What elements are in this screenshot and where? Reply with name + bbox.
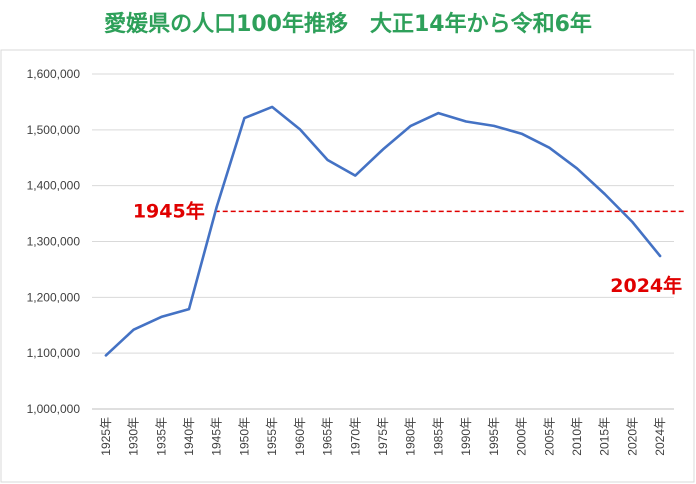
series-line [104,105,662,357]
x-tick-label: 1990年 [459,417,473,456]
x-tick-label: 2015年 [598,417,612,456]
y-tick-label: 1,000,000 [27,402,81,416]
x-tick-label: 1995年 [487,417,501,456]
y-axis-ticks: 1,000,000 1,100,000 1,200,000 1,300,000 1,40… [27,67,81,416]
reference-line-label: 1945年 [133,199,205,222]
x-axis-ticks: 1925年 1930年 1935年 1940年 1945年 1950年 1955年 1960年… [99,417,667,456]
gridlines [92,73,674,410]
series-group [104,105,662,357]
plot-frame [0,49,695,483]
annotation-group: 1945年 2024年 [133,199,682,297]
x-tick-label: 1955年 [265,417,279,456]
x-tick-label: 1935年 [154,417,168,456]
x-tick-label: 1960年 [293,417,307,456]
x-tick-label: 1930年 [127,417,141,456]
x-tick-label: 2005年 [542,417,556,456]
chart-title: 愛媛県の人口100年推移 大正14年から令和6年 [104,12,592,37]
x-tick-label: 1950年 [237,417,251,456]
x-tick-label: 2010年 [570,417,584,456]
y-tick-label: 1,200,000 [27,290,81,304]
y-tick-label: 1,100,000 [27,346,81,360]
x-tick-label: 1970年 [348,417,362,456]
x-tick-label: 1945年 [210,417,224,456]
y-tick-label: 1,400,000 [27,179,81,193]
x-tick-label: 1980年 [404,417,418,456]
x-tick-label: 1975年 [376,417,390,456]
x-tick-label: 2000年 [515,417,529,456]
end-label: 2024年 [610,274,682,297]
x-tick-label: 1940年 [182,417,196,456]
y-tick-label: 1,300,000 [27,235,81,249]
x-tick-label: 1925年 [99,417,113,456]
x-tick-label: 2020年 [625,417,639,456]
x-tick-label: 1965年 [321,417,335,456]
x-tick-label: 1985年 [431,417,445,456]
y-tick-label: 1,600,000 [27,67,81,81]
y-tick-label: 1,500,000 [27,123,81,137]
x-tick-label: 2024年 [653,417,667,456]
